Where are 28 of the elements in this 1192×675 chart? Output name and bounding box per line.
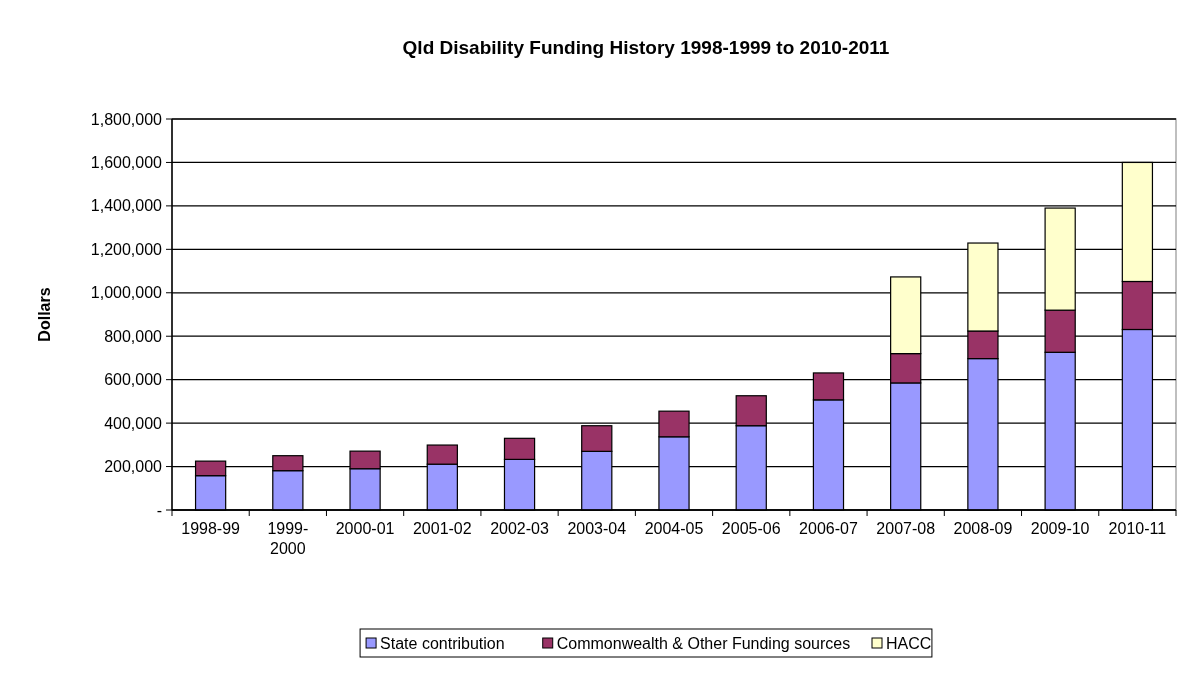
x-tick-label: 1999-2000 (267, 520, 309, 557)
y-tick-label: 1,400,000 (90, 197, 163, 215)
y-tick-label: 400,000 (104, 414, 163, 432)
x-tick-label: 2002-03 (490, 520, 549, 537)
x-tick-label: 2008-09 (953, 520, 1013, 537)
chart-title: Qld Disability Funding History 1998-1999 to 2010-2011 (402, 37, 890, 58)
legend-label: Commonwealth & Other Funding sources (556, 634, 851, 652)
y-tick-label: 1,600,000 (90, 154, 163, 172)
y-tick-label: 800,000 (104, 327, 163, 345)
x-tick-label: 2004-05 (644, 520, 704, 537)
x-tick-label: 2007-08 (876, 520, 936, 537)
x-tick-label: 2009-10 (1030, 520, 1090, 537)
y-tick-label: 1,800,000 (90, 110, 163, 128)
x-tick-label: 2005-06 (721, 520, 781, 537)
x-tick-label: 2006-07 (799, 520, 858, 537)
y-tick-label: 1,200,000 (90, 240, 163, 258)
y-tick-label: 200,000 (104, 458, 163, 476)
x-tick-label: 2001-02 (412, 520, 472, 537)
x-tick-label: 2003-04 (567, 520, 627, 537)
legend-label: State contribution (380, 634, 505, 652)
y-tick-label: 1,000,000 (90, 284, 163, 302)
x-tick-label: 2010-11 (1108, 520, 1167, 537)
x-tick-label: 1998-99 (181, 520, 241, 537)
legend-label: HACC (886, 634, 932, 652)
y-tick-label: 600,000 (104, 371, 163, 389)
x-tick-label: 2000-01 (335, 520, 395, 537)
y-tick-label: - (156, 501, 162, 519)
y-axis-title: Dollars (36, 287, 53, 342)
